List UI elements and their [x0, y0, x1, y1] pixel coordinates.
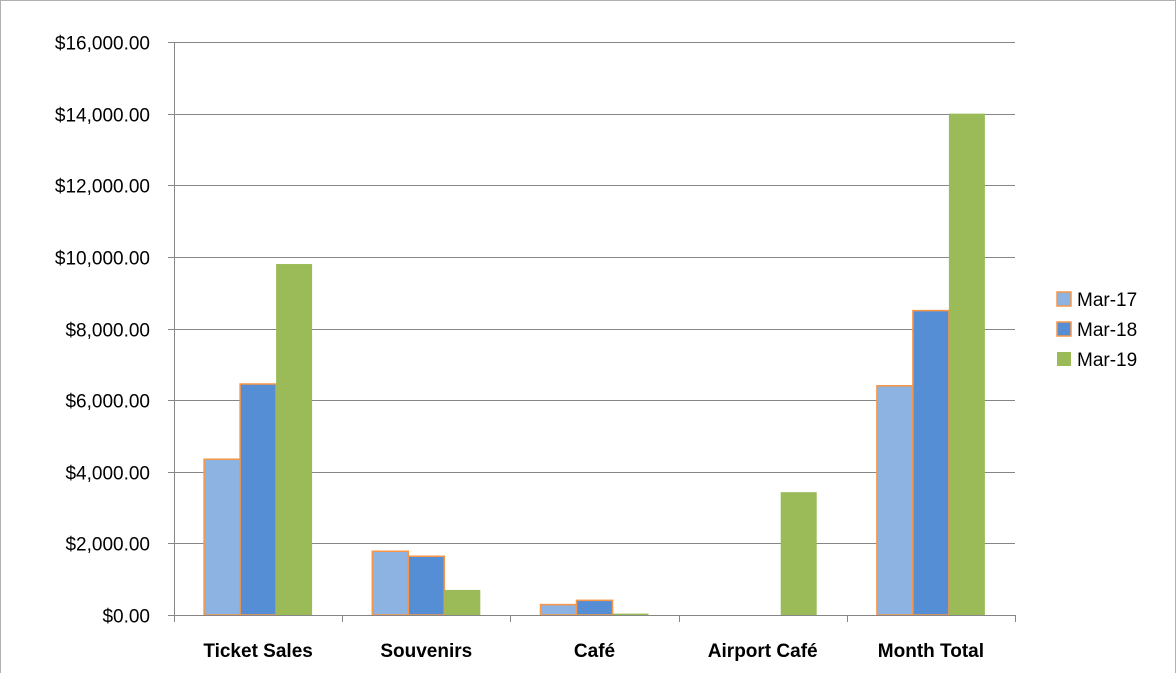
y-tick-label: $0.00	[102, 607, 150, 628]
bar	[239, 383, 277, 616]
bar	[912, 309, 950, 616]
bar	[612, 613, 649, 615]
legend-label: Mar-19	[1077, 350, 1137, 371]
y-tick-label: $16,000.00	[55, 34, 150, 55]
bar	[444, 589, 481, 615]
bar	[276, 264, 313, 615]
bar	[539, 603, 578, 616]
y-tick-label: $12,000.00	[55, 177, 150, 198]
legend-swatch	[1057, 352, 1071, 366]
bar	[407, 555, 446, 616]
y-axis-tick-labels: $0.00 $2,000.00 $4,000.00 $6,000.00 $8,000.0…	[55, 34, 150, 628]
bars	[203, 113, 985, 616]
y-tick-label: $2,000.00	[65, 535, 150, 556]
bar	[876, 385, 914, 616]
legend-label: Mar-18	[1077, 320, 1137, 341]
legend: Mar-17 Mar-18 Mar-19	[1056, 290, 1137, 371]
x-category-label: Month Total	[878, 641, 984, 662]
y-tick-label: $14,000.00	[55, 106, 150, 127]
legend-label: Mar-17	[1077, 290, 1137, 311]
axes	[168, 42, 1016, 622]
x-axis-category-labels: Ticket Sales Souvenirs Café Airport Café Mon…	[203, 641, 984, 662]
y-tick-label: $10,000.00	[55, 249, 150, 270]
bar	[948, 113, 985, 615]
legend-swatch	[1056, 321, 1072, 337]
y-tick-label: $8,000.00	[65, 321, 150, 342]
y-tick-label: $6,000.00	[65, 392, 150, 413]
x-category-label: Ticket Sales	[203, 641, 313, 662]
x-category-label: Souvenirs	[380, 641, 472, 662]
bar	[371, 550, 410, 616]
x-category-label: Airport Café	[708, 641, 818, 662]
y-tick-label: $4,000.00	[65, 464, 150, 485]
x-category-label: Café	[574, 641, 615, 662]
bar	[203, 458, 241, 616]
legend-swatch	[1056, 291, 1072, 307]
bar	[780, 492, 817, 615]
bar	[575, 599, 614, 616]
gridlines	[174, 42, 1015, 544]
